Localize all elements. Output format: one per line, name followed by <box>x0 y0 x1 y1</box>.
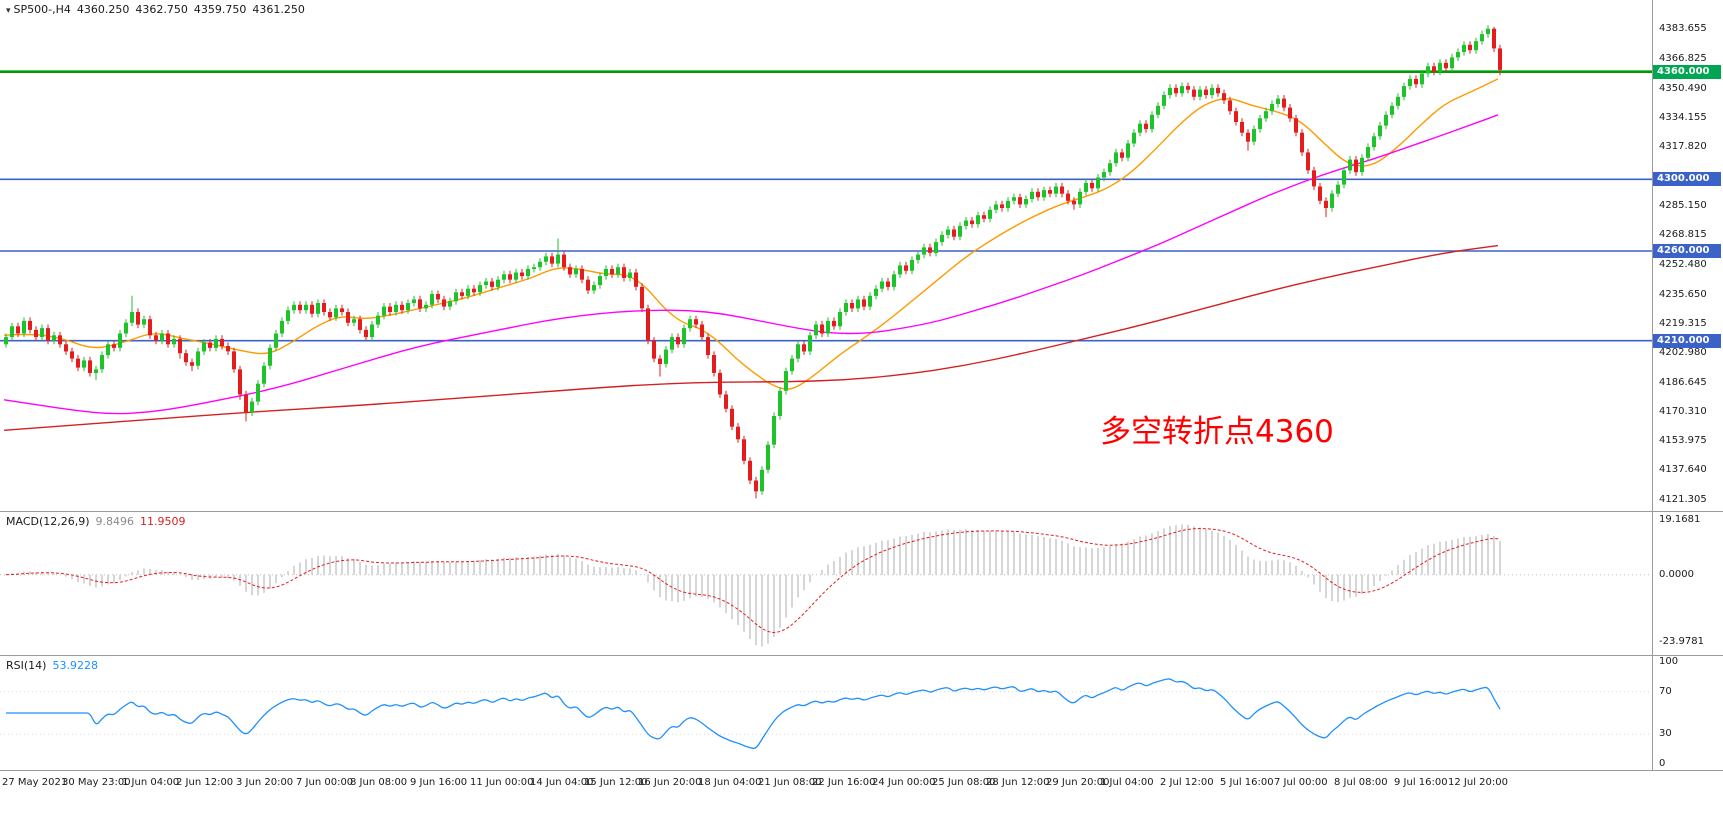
ma-fast-line <box>3 78 1499 390</box>
macd-axis[interactable]: 19.1681 0.0000 -23.9781 <box>1652 512 1723 655</box>
time-axis-label: 29 Jun 20:00 <box>1046 777 1110 788</box>
time-axis-label: 7 Jun 00:00 <box>296 777 354 788</box>
rsi-value: 53.9228 <box>52 659 98 672</box>
price-axis-label: 4219.315 <box>1659 317 1707 329</box>
rsi-axis[interactable]: 100 70 30 0 <box>1652 656 1723 770</box>
candlestick-chart[interactable] <box>0 0 1652 511</box>
rsi-panel: RSI(14) 53.9228 100 70 30 0 <box>0 656 1723 771</box>
open-price-label: 4360.250 <box>76 3 130 16</box>
symbol-timeframe-label: SP500-,H4 <box>13 3 71 16</box>
price-axis-label: 4121.305 <box>1659 493 1707 505</box>
chart-header: ▾ SP500-,H4 4360.250 4362.750 4359.750 4361.2… <box>6 3 305 16</box>
price-axis-label: 4366.825 <box>1659 53 1707 65</box>
price-tag-4300.000: 4300.000 <box>1653 172 1721 187</box>
price-tag-4210.000: 4210.000 <box>1653 333 1721 348</box>
time-axis-label: 24 Jun 00:00 <box>872 777 936 788</box>
time-axis[interactable]: 27 May 2021 30 May 23:00 1 Jun 04:00 2 Jun … <box>0 771 1723 799</box>
macd-axis-label: 19.1681 <box>1659 514 1701 526</box>
time-axis-label: 9 Jun 16:00 <box>410 777 468 788</box>
time-axis-label: 1 Jul 04:00 <box>1100 777 1154 788</box>
time-axis-label: 25 Jun 08:00 <box>932 777 996 788</box>
time-axis-label: 18 Jun 04:00 <box>698 777 762 788</box>
rsi-name: RSI(14) <box>6 659 47 672</box>
time-axis-label: 11 Jun 00:00 <box>470 777 534 788</box>
rsi-axis-label: 70 <box>1659 685 1672 697</box>
macd-chart[interactable] <box>0 512 1652 655</box>
time-axis-label: 28 Jun 12:00 <box>986 777 1050 788</box>
price-axis-label: 4383.655 <box>1659 23 1707 35</box>
price-axis-label: 4202.980 <box>1659 347 1707 359</box>
macd-axis-label: 0.0000 <box>1659 568 1694 580</box>
time-axis-label: 22 Jun 16:00 <box>812 777 876 788</box>
rsi-axis-label: 30 <box>1659 728 1672 740</box>
macd-main-value: 9.8496 <box>95 515 135 528</box>
macd-axis-label: -23.9781 <box>1659 636 1704 648</box>
price-axis-label: 4334.155 <box>1659 112 1707 124</box>
time-axis-label: 30 May 23:00 <box>62 777 131 788</box>
high-price-label: 4362.750 <box>135 3 188 16</box>
price-axis-label: 4252.480 <box>1659 258 1707 270</box>
time-axis-label: 9 Jul 16:00 <box>1394 777 1448 788</box>
price-axis-label: 4268.815 <box>1659 229 1707 241</box>
time-axis-label: 8 Jul 08:00 <box>1334 777 1388 788</box>
price-axis-label: 4170.310 <box>1659 405 1707 417</box>
price-axis-label: 4285.150 <box>1659 199 1707 211</box>
macd-name: MACD(12,26,9) <box>6 515 90 528</box>
time-axis-label: 5 Jul 16:00 <box>1220 777 1274 788</box>
rsi-label: RSI(14) 53.9228 <box>6 659 98 672</box>
ma-mid-line <box>3 114 1499 415</box>
time-axis-label: 15 Jun 12:00 <box>584 777 648 788</box>
macd-histogram <box>11 524 1501 647</box>
time-axis-label: 2 Jul 12:00 <box>1160 777 1214 788</box>
price-chart-panel: ▾ SP500-,H4 4360.250 4362.750 4359.750 4361.2… <box>0 0 1723 512</box>
chevron-down-icon[interactable]: ▾ <box>6 6 11 16</box>
price-axis-label: 4153.975 <box>1659 435 1707 447</box>
time-axis-label: 21 Jun 08:00 <box>758 777 822 788</box>
macd-signal-value: 11.9509 <box>140 515 186 528</box>
time-axis-label: 27 May 2021 <box>2 777 68 788</box>
macd-panel: MACD(12,26,9) 9.8496 11.9509 19.1681 0.0000… <box>0 512 1723 656</box>
time-axis-label: 12 Jul 20:00 <box>1448 777 1508 788</box>
price-axis-label: 4235.650 <box>1659 288 1707 300</box>
horizontal-level-lines <box>0 70 1652 342</box>
time-axis-label: 16 Jun 20:00 <box>638 777 702 788</box>
moving-averages <box>3 78 1499 431</box>
time-axis-label: 1 Jun 04:00 <box>122 777 180 788</box>
ma-slow-line <box>3 244 1499 431</box>
time-axis-label: 2 Jun 12:00 <box>176 777 234 788</box>
close-price-label: 4361.250 <box>252 3 305 16</box>
price-tag-4360.000: 4360.000 <box>1653 64 1721 79</box>
rsi-axis-label: 100 <box>1659 656 1679 667</box>
rsi-line <box>6 678 1501 749</box>
time-axis-label: 7 Jul 00:00 <box>1274 777 1328 788</box>
price-axis-label: 4137.640 <box>1659 464 1707 476</box>
rsi-chart[interactable] <box>0 656 1652 770</box>
price-tag-4260.000: 4260.000 <box>1653 244 1721 259</box>
low-price-label: 4359.750 <box>193 3 247 16</box>
price-axis-label: 4317.820 <box>1659 141 1707 153</box>
macd-signal-line <box>5 528 1501 633</box>
rsi-axis-label: 0 <box>1659 758 1666 769</box>
macd-label: MACD(12,26,9) 9.8496 11.9509 <box>6 515 186 528</box>
candles <box>4 25 1502 499</box>
time-axis-label: 14 Jun 04:00 <box>530 777 594 788</box>
time-axis-label: 3 Jun 20:00 <box>236 777 294 788</box>
price-axis-label: 4186.645 <box>1659 376 1707 388</box>
pivot-annotation-text[interactable]: 多空转折点4360 <box>1100 414 1334 450</box>
price-axis[interactable]: 4383.655 4366.825 4350.490 4334.155 4317.820… <box>1652 0 1723 511</box>
price-axis-label: 4350.490 <box>1659 82 1707 94</box>
time-axis-label: 8 Jun 08:00 <box>350 777 408 788</box>
